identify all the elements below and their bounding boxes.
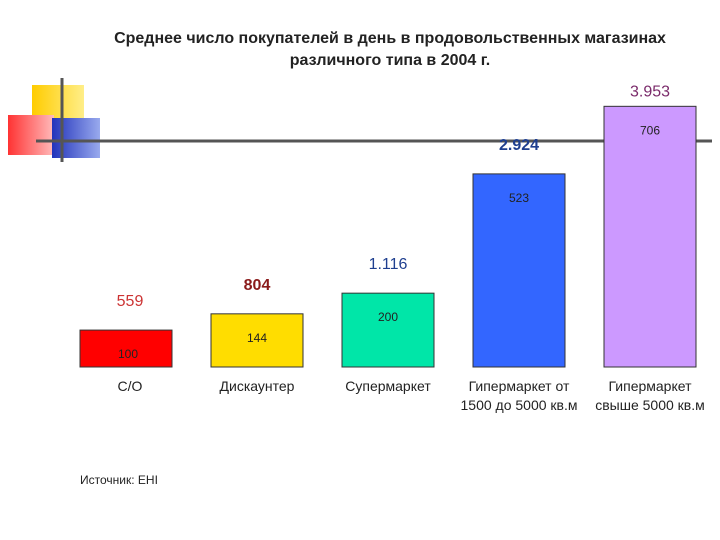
chart-title: Среднее число покупателей в день в продо…	[114, 30, 666, 69]
bar-1	[210, 313, 304, 368]
decorative-squares-icon	[8, 78, 712, 162]
category-label-0-0: С/О	[118, 378, 143, 394]
top-label-2: 1.116	[369, 256, 408, 273]
bar-value-label-0: 100	[118, 347, 138, 361]
bar-3	[472, 173, 566, 368]
bar-4	[603, 105, 697, 368]
bar-value-label-3: 523	[509, 191, 529, 205]
bar-2	[341, 292, 435, 368]
category-label-1-0: Дискаунтер	[220, 378, 295, 394]
category-label-4-0: Гипермаркет	[609, 378, 693, 394]
bar-value-label-2: 200	[378, 310, 398, 324]
bar-0	[79, 329, 173, 368]
bar-value-label-4: 706	[640, 123, 660, 137]
top-label-0: 559	[117, 293, 144, 310]
top-label-1: 804	[244, 277, 271, 294]
category-label-3-1: 1500 до 5000 кв.м	[461, 397, 578, 413]
category-label-2-0: Супермаркет	[345, 378, 431, 394]
category-label-3-0: Гипермаркет от	[469, 378, 570, 394]
bar-value-label-1: 144	[247, 331, 267, 345]
top-label-4: 3.953	[630, 83, 670, 100]
source-note: Источник: EHI	[80, 473, 158, 487]
category-label-4-1: свыше 5000 кв.м	[595, 397, 705, 413]
top-label-3: 2.924	[499, 137, 539, 154]
